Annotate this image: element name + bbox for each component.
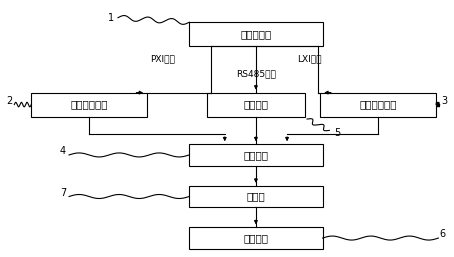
Text: 2: 2 <box>6 96 13 106</box>
Text: 7: 7 <box>59 188 66 198</box>
Text: 5: 5 <box>334 128 340 138</box>
Text: 第二测控组件: 第二测控组件 <box>360 99 397 109</box>
Text: 4: 4 <box>60 146 66 156</box>
Text: 校准仪表: 校准仪表 <box>243 233 268 243</box>
Text: RS485总线: RS485总线 <box>236 69 276 78</box>
Bar <box>207 93 305 116</box>
Bar <box>189 227 323 249</box>
Text: 1: 1 <box>109 13 114 23</box>
Bar <box>31 93 147 116</box>
Text: 3: 3 <box>441 96 448 106</box>
Bar <box>189 22 323 46</box>
Text: LXI总线: LXI总线 <box>297 55 321 64</box>
Bar <box>189 186 323 207</box>
Bar <box>321 93 436 116</box>
Text: 适配器: 适配器 <box>247 191 265 201</box>
Text: PXI总线: PXI总线 <box>150 55 175 64</box>
Text: 6: 6 <box>439 229 446 239</box>
Text: 主控计算机: 主控计算机 <box>240 29 271 39</box>
Text: 电源模块: 电源模块 <box>243 99 268 109</box>
Text: 第一测控组件: 第一测控组件 <box>70 99 108 109</box>
Bar <box>189 144 323 166</box>
Text: 测试接口: 测试接口 <box>243 150 268 160</box>
